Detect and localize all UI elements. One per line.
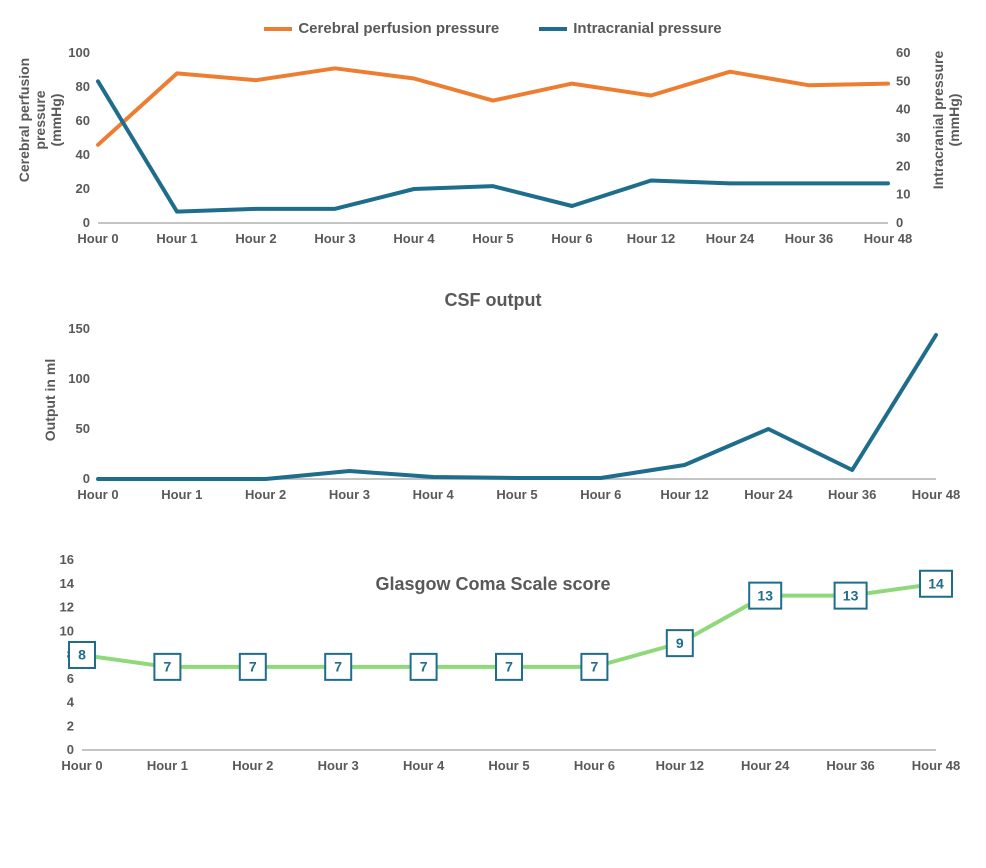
svg-text:2: 2 (67, 718, 74, 733)
svg-text:Hour 0: Hour 0 (61, 758, 102, 773)
svg-text:Hour 3: Hour 3 (318, 758, 359, 773)
svg-text:4: 4 (67, 695, 75, 710)
svg-text:7: 7 (334, 659, 342, 675)
y-axis-label-right: Intracranial pressure (mmHg) (930, 30, 962, 210)
svg-text:7: 7 (249, 659, 257, 675)
svg-text:Hour 4: Hour 4 (413, 487, 455, 502)
svg-text:7: 7 (164, 659, 172, 675)
svg-text:Hour 5: Hour 5 (472, 231, 513, 243)
svg-text:30: 30 (896, 130, 910, 145)
svg-text:50: 50 (76, 421, 90, 436)
svg-text:Hour 1: Hour 1 (147, 758, 188, 773)
svg-text:Hour 36: Hour 36 (828, 487, 876, 502)
svg-text:7: 7 (505, 659, 513, 675)
chart1-svg: 0 20 40 60 80 100 0 10 20 30 40 50 60 Hour 0 Hour 1 Hou… (20, 43, 966, 243)
svg-text:50: 50 (896, 73, 910, 88)
svg-text:Hour 36: Hour 36 (826, 758, 874, 773)
svg-text:40: 40 (896, 102, 910, 117)
svg-text:Hour 24: Hour 24 (744, 487, 793, 502)
svg-text:0: 0 (67, 742, 74, 757)
svg-text:Hour 36: Hour 36 (785, 231, 833, 243)
svg-text:80: 80 (76, 79, 90, 94)
y-axis-label-left: Cerebral perfusion pressure (mmHg) (16, 30, 64, 210)
svg-text:Hour 3: Hour 3 (314, 231, 355, 243)
svg-text:60: 60 (76, 113, 90, 128)
svg-text:Hour 12: Hour 12 (627, 231, 675, 243)
svg-text:Hour 4: Hour 4 (403, 758, 445, 773)
svg-text:14: 14 (60, 576, 75, 591)
svg-text:14: 14 (928, 575, 944, 591)
chart-title: CSF output (20, 290, 966, 311)
svg-text:Hour 12: Hour 12 (660, 487, 708, 502)
chart-csf: CSF output Output in ml 0 50 100 150 Hour 0 H… (20, 290, 966, 520)
svg-text:Hour 6: Hour 6 (580, 487, 621, 502)
svg-text:150: 150 (68, 321, 90, 336)
svg-text:60: 60 (896, 45, 910, 60)
svg-text:Hour 24: Hour 24 (706, 231, 755, 243)
svg-text:Hour 2: Hour 2 (235, 231, 276, 243)
svg-text:Hour 3: Hour 3 (329, 487, 370, 502)
legend-swatch (264, 27, 292, 31)
svg-text:Hour 0: Hour 0 (77, 231, 118, 243)
svg-text:20: 20 (76, 181, 90, 196)
chart2-svg: 0 50 100 150 Hour 0 Hour 1 Hour 2 Hour 3 Hour 4 H… (20, 319, 966, 514)
svg-text:Hour 6: Hour 6 (574, 758, 615, 773)
svg-text:0: 0 (83, 215, 90, 230)
svg-text:0: 0 (83, 471, 90, 486)
svg-text:Hour 6: Hour 6 (551, 231, 592, 243)
svg-text:Hour 12: Hour 12 (656, 758, 704, 773)
svg-text:Hour 2: Hour 2 (245, 487, 286, 502)
svg-text:Hour 48: Hour 48 (912, 758, 960, 773)
legend-label: Intracranial pressure (573, 20, 721, 37)
chart-dual-axis: Cerebral perfusion pressure Intracranial… (20, 20, 966, 260)
chart-gcs: Glasgow Coma Scale score 0 2 4 68 10 12 14 16 Ho… (20, 550, 966, 790)
legend: Cerebral perfusion pressure Intracranial… (20, 20, 966, 37)
svg-text:Hour 48: Hour 48 (912, 487, 960, 502)
legend-label: Cerebral perfusion pressure (298, 20, 499, 37)
svg-text:Hour 1: Hour 1 (156, 231, 197, 243)
chart-title: Glasgow Coma Scale score (375, 574, 610, 595)
svg-text:20: 20 (896, 158, 910, 173)
legend-item-cpp: Cerebral perfusion pressure (264, 20, 499, 37)
svg-text:7: 7 (420, 659, 428, 675)
legend-item-icp: Intracranial pressure (539, 20, 721, 37)
svg-text:Hour 1: Hour 1 (161, 487, 202, 502)
svg-text:10: 10 (896, 187, 910, 202)
svg-text:7: 7 (591, 659, 599, 675)
svg-text:6: 6 (67, 671, 74, 686)
svg-text:Hour 2: Hour 2 (232, 758, 273, 773)
svg-text:13: 13 (757, 587, 773, 603)
svg-text:Hour 24: Hour 24 (741, 758, 790, 773)
svg-text:100: 100 (68, 371, 90, 386)
svg-text:100: 100 (68, 45, 90, 60)
svg-text:8: 8 (78, 647, 86, 663)
svg-text:10: 10 (60, 623, 74, 638)
svg-text:0: 0 (896, 215, 903, 230)
legend-swatch (539, 27, 567, 31)
y-axis-label-left: Output in ml (42, 310, 58, 490)
svg-text:40: 40 (76, 147, 90, 162)
svg-text:9: 9 (676, 635, 684, 651)
svg-text:Hour 5: Hour 5 (496, 487, 537, 502)
svg-text:16: 16 (60, 552, 74, 567)
svg-text:13: 13 (843, 587, 859, 603)
svg-text:Hour 48: Hour 48 (864, 231, 912, 243)
svg-text:12: 12 (60, 600, 74, 615)
svg-text:Hour 5: Hour 5 (488, 758, 529, 773)
svg-text:Hour 4: Hour 4 (393, 231, 435, 243)
svg-text:Hour 0: Hour 0 (77, 487, 118, 502)
